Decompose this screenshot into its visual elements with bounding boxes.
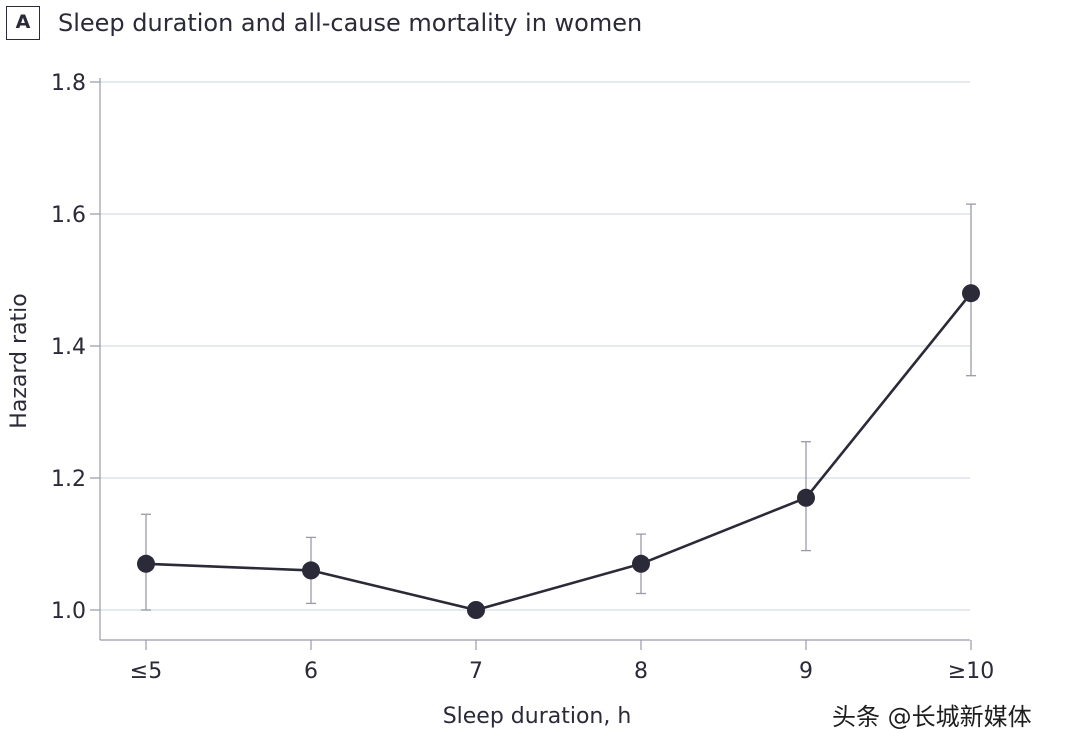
chart-title: Sleep duration and all-cause mortality i… xyxy=(58,9,643,37)
grid-layer xyxy=(100,81,970,611)
y-tick-label: 1.2 xyxy=(51,467,86,492)
series-line xyxy=(145,292,973,612)
x-tick-label: ≤5 xyxy=(130,659,162,684)
y-axis-label: Hazard ratio xyxy=(7,293,32,428)
line-layer xyxy=(145,292,973,612)
point-layer xyxy=(137,284,980,619)
axis-layer xyxy=(99,78,970,641)
watermark: 头条 @长城新媒体 xyxy=(832,703,1032,731)
error-bar-layer xyxy=(141,203,976,611)
y-tick-label: 1.4 xyxy=(51,335,86,360)
y-tick-label: 1.8 xyxy=(51,71,86,96)
x-tick-layer: ≤5 6 7 8 9 ≥10 xyxy=(130,640,994,684)
y-tick-label: 1.0 xyxy=(51,599,86,624)
y-tick-layer: 1.0 1.2 1.4 1.6 1.8 xyxy=(51,71,100,624)
data-point xyxy=(632,554,650,573)
data-point xyxy=(962,284,980,303)
x-tick-label: 9 xyxy=(799,659,813,684)
data-point xyxy=(467,601,485,619)
panel-label: A xyxy=(6,6,40,40)
y-tick-label: 1.6 xyxy=(51,203,86,228)
x-axis-label: Sleep duration, h xyxy=(443,704,632,729)
data-point xyxy=(302,561,320,580)
x-tick-label: 8 xyxy=(634,659,648,684)
x-tick-label: ≥10 xyxy=(948,659,994,684)
data-point xyxy=(797,488,815,507)
x-tick-label: 6 xyxy=(304,659,318,684)
data-point xyxy=(137,554,155,573)
x-tick-label: 7 xyxy=(469,659,483,684)
